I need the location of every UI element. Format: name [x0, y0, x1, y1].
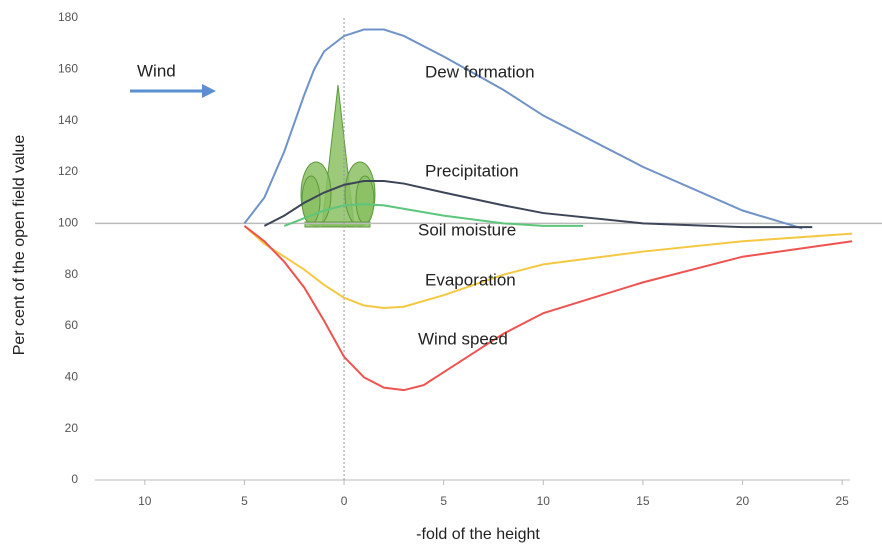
series-label: Soil moisture — [418, 220, 516, 239]
y-tick-label: 0 — [71, 472, 78, 486]
series-label: Dew formation — [425, 62, 535, 81]
x-tick-label: 10 — [537, 494, 551, 508]
series-label: Evaporation — [425, 270, 516, 289]
series-line — [244, 226, 852, 308]
chart: Wind Per cent of the open field value -f… — [0, 0, 882, 545]
series-label: Wind speed — [418, 329, 508, 348]
y-tick-label: 160 — [58, 62, 78, 76]
x-axis-title: -fold of the height — [416, 526, 540, 543]
x-tick-label: 20 — [736, 494, 750, 508]
y-tick-label: 20 — [65, 421, 79, 435]
x-tick-label: 10 — [138, 494, 152, 508]
x-tick-label: 5 — [241, 494, 248, 508]
y-tick-label: 40 — [65, 370, 79, 384]
y-tick-label: 80 — [65, 267, 79, 281]
y-tick-label: 100 — [58, 216, 78, 230]
y-tick-label: 140 — [58, 113, 78, 127]
x-tick-label: 0 — [341, 494, 348, 508]
x-tick-label: 5 — [440, 494, 447, 508]
wind-arrow — [130, 84, 216, 98]
x-tick-label: 25 — [835, 494, 849, 508]
series-label: Precipitation — [425, 161, 519, 180]
y-tick-label: 60 — [65, 318, 79, 332]
tree-icon — [301, 85, 375, 227]
y-tick-label: 120 — [58, 164, 78, 178]
x-tick-label: 15 — [636, 494, 650, 508]
series-line — [244, 226, 852, 390]
y-axis-title: Per cent of the open field value — [11, 135, 28, 356]
y-tick-label: 180 — [58, 10, 78, 24]
wind-annotation: Wind — [137, 61, 176, 80]
